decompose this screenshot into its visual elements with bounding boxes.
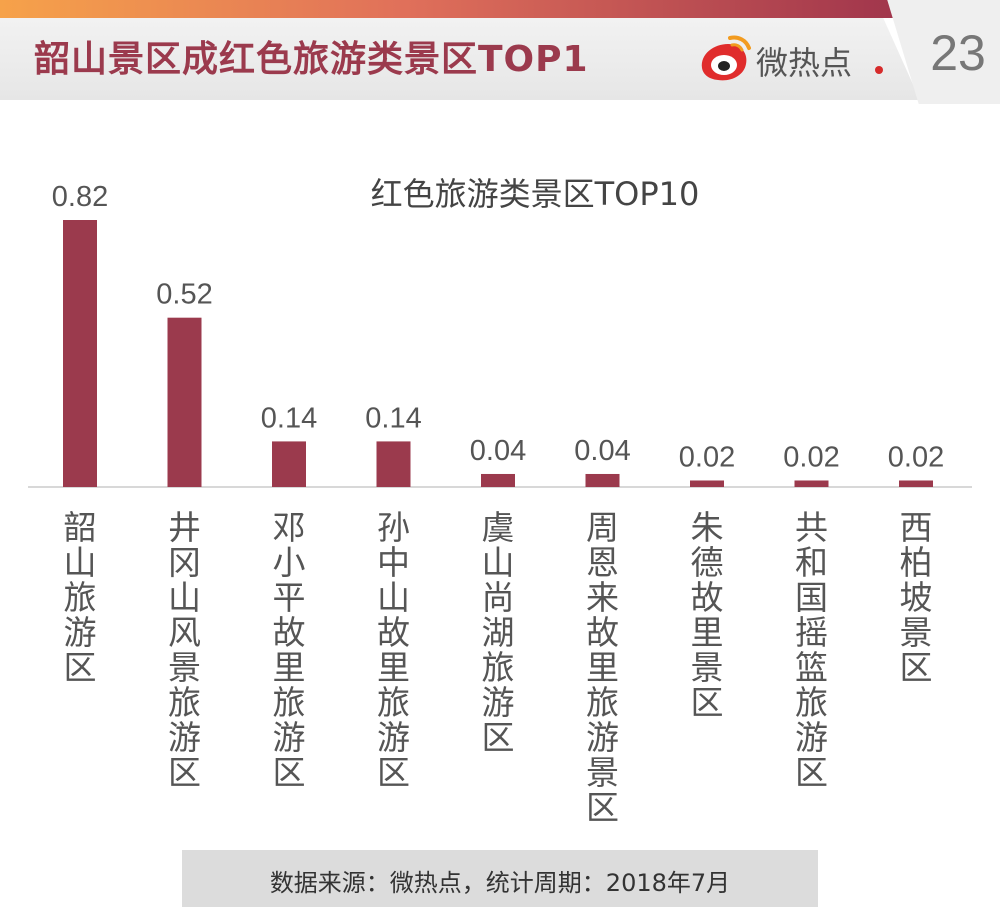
data-source-text: 数据来源：微热点，统计周期：2018年7月 — [269, 869, 731, 897]
category-label: 西柏坡景区 — [900, 508, 933, 687]
category-label: 邓小平故里旅游区 — [273, 508, 306, 792]
page-number: 23 — [930, 25, 986, 81]
page-title: 韶山景区成红色旅游类景区TOP1 — [34, 39, 589, 80]
bar-value-label: 0.82 — [52, 181, 108, 213]
bar-value-label: 0.02 — [888, 441, 944, 473]
bar-value-label: 0.02 — [679, 441, 735, 473]
bar-value-label: 0.14 — [261, 402, 317, 434]
footer-source-bar: 数据来源：微热点，统计周期：2018年7月 — [182, 850, 818, 907]
bar — [690, 480, 724, 487]
bar — [376, 441, 411, 487]
bar-value-label: 0.14 — [365, 402, 421, 434]
header-panel — [0, 18, 920, 100]
bar — [481, 473, 515, 487]
bar-value-label: 0.04 — [470, 435, 526, 467]
category-label: 周恩来故里旅游景区 — [586, 508, 619, 827]
bar — [272, 441, 306, 487]
bar — [794, 480, 829, 487]
bar-value-label: 0.04 — [574, 435, 630, 467]
weibo-logo-icon — [701, 35, 751, 81]
logo-text: 微热点 — [756, 44, 853, 82]
bar — [585, 473, 620, 487]
category-label: 孙中山故里旅游区 — [377, 508, 410, 792]
bar-chart: 红色旅游类景区TOP10 0.82 韶山旅游区 0.52 井冈山风景旅游区 0.14 邓小… — [28, 175, 972, 827]
category-label: 共和国摇篮旅游区 — [795, 508, 828, 792]
bar — [899, 480, 933, 487]
bar-value-label: 0.52 — [156, 279, 212, 311]
category-label: 井冈山风景旅游区 — [168, 508, 201, 792]
header-accent-strip — [0, 0, 900, 18]
logo-dot — [875, 66, 883, 74]
bar-value-label: 0.02 — [783, 441, 839, 473]
category-label: 虞山尚湖旅游区 — [482, 508, 515, 757]
bar — [63, 220, 97, 487]
chart-title: 红色旅游类景区TOP10 — [371, 175, 700, 213]
bar — [167, 317, 202, 487]
category-label: 韶山旅游区 — [64, 508, 97, 687]
category-label: 朱德故里景区 — [691, 508, 724, 722]
